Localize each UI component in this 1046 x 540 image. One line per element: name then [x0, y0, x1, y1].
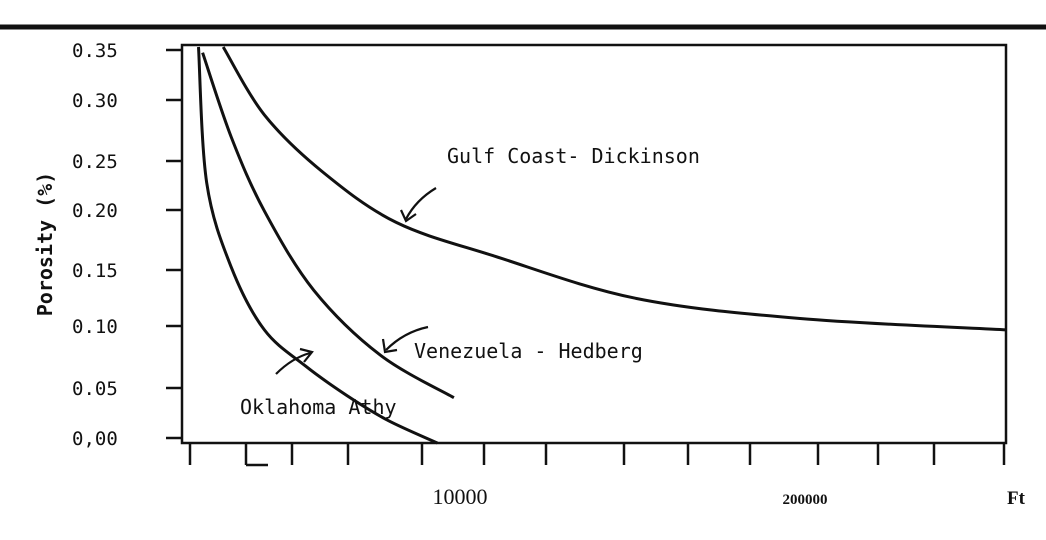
- annotation-arrow-gulf-coast: [399, 187, 437, 223]
- y-tick-label: 0.35: [72, 40, 118, 62]
- y-axis-label: Porosity (%): [33, 172, 57, 317]
- series-line-0: [221, 46, 1007, 332]
- y-tick-label: 0.05: [72, 378, 118, 400]
- series-label-oklahoma: Oklahoma Athy: [240, 395, 397, 419]
- series-curves: [197, 46, 1007, 445]
- y-tick-label: 0.25: [72, 151, 118, 173]
- x-axis-ticks: 10000 200000 Ft: [188, 443, 1026, 509]
- series-line-1: [201, 52, 455, 399]
- y-tick-label: 0.15: [72, 260, 118, 282]
- y-tick-label: 0.10: [72, 316, 118, 338]
- x-tick-label: Ft: [1007, 488, 1026, 509]
- x-tick-label: 10000: [433, 484, 488, 509]
- annotation-arrow-venezuela: [381, 325, 429, 354]
- y-tick-label: 0.30: [72, 90, 118, 112]
- plot-frame: [180, 43, 1008, 445]
- y-tick-label: 0.20: [72, 200, 118, 222]
- y-axis-ticks: 0.35 0.30 0.25 0.20 0.15 0.10 0.05 0,00: [72, 40, 182, 450]
- y-tick-label: 0,00: [72, 428, 118, 450]
- series-label-venezuela: Venezuela - Hedberg: [414, 339, 643, 363]
- series-label-gulf-coast: Gulf Coast- Dickinson: [447, 144, 700, 168]
- x-tick-label: 200000: [783, 492, 828, 508]
- series-line-2: [197, 46, 439, 445]
- annotation-arrow-oklahoma: [275, 347, 314, 375]
